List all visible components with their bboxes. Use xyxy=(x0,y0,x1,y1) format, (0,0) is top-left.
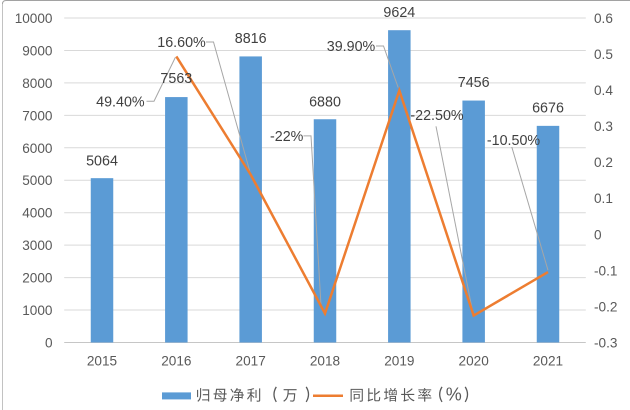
svg-text:6676: 6676 xyxy=(532,101,564,117)
svg-text:7563: 7563 xyxy=(160,71,192,87)
svg-text:7456: 7456 xyxy=(458,75,490,91)
svg-text:0.6: 0.6 xyxy=(594,11,613,26)
svg-text:3000: 3000 xyxy=(22,238,53,253)
svg-text:8816: 8816 xyxy=(235,31,267,47)
svg-text:39.90%: 39.90% xyxy=(327,39,376,55)
svg-text:5064: 5064 xyxy=(86,154,118,170)
svg-text:2016: 2016 xyxy=(161,354,191,369)
svg-text:0.5: 0.5 xyxy=(594,47,613,62)
svg-text:2021: 2021 xyxy=(533,354,563,369)
svg-text:6880: 6880 xyxy=(309,95,341,111)
svg-text:7000: 7000 xyxy=(22,108,53,123)
svg-text:0: 0 xyxy=(45,335,53,350)
svg-text:1000: 1000 xyxy=(22,303,53,318)
svg-text:9000: 9000 xyxy=(22,43,53,58)
svg-text:2017: 2017 xyxy=(236,354,266,369)
svg-text:0.4: 0.4 xyxy=(594,83,613,98)
svg-text:-10.50%: -10.50% xyxy=(487,133,541,149)
svg-text:2019: 2019 xyxy=(384,354,414,369)
svg-text:0: 0 xyxy=(594,227,602,242)
svg-text:4000: 4000 xyxy=(22,206,53,221)
svg-text:0.2: 0.2 xyxy=(594,155,613,170)
svg-text:-0.3: -0.3 xyxy=(594,335,617,350)
svg-text:10000: 10000 xyxy=(15,11,53,26)
svg-text:2018: 2018 xyxy=(310,354,340,369)
svg-text:8000: 8000 xyxy=(22,76,53,91)
svg-text:0.3: 0.3 xyxy=(594,119,613,134)
svg-text:-22.50%: -22.50% xyxy=(410,108,464,124)
svg-text:9624: 9624 xyxy=(383,5,415,21)
svg-text:2000: 2000 xyxy=(22,271,53,286)
svg-text:%: % xyxy=(446,385,462,405)
svg-text:5000: 5000 xyxy=(22,173,53,188)
svg-text:-0.2: -0.2 xyxy=(594,299,617,314)
svg-text:-22%: -22% xyxy=(270,129,304,145)
svg-text:6000: 6000 xyxy=(22,141,53,156)
svg-text:0.1: 0.1 xyxy=(594,191,613,206)
svg-text:-0.1: -0.1 xyxy=(594,263,617,278)
svg-text:2020: 2020 xyxy=(459,354,490,369)
svg-text:16.60%: 16.60% xyxy=(157,35,206,51)
svg-text:49.40%: 49.40% xyxy=(96,94,145,110)
svg-text:2015: 2015 xyxy=(87,354,117,369)
